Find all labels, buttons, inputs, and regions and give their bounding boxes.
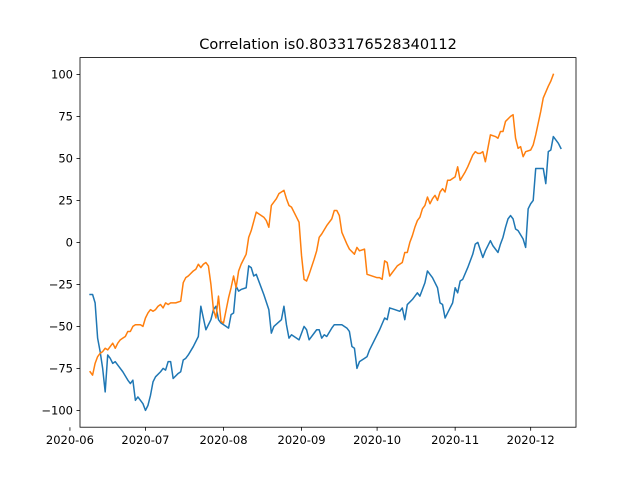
y-tick-label: −25 [49,278,73,292]
x-tick-label: 2020-06 [46,433,94,447]
y-axis: −100 −75 −50 −25 0 25 50 75 100 [41,68,80,418]
y-tick-label: 25 [58,194,73,208]
x-axis: 2020-06 2020-07 2020-08 2020-09 2020-10 2020-… [46,427,555,447]
x-tick-label: 2020-10 [353,433,401,447]
y-tick-label: 75 [58,110,73,124]
chart-title: Correlation is0.8033176528340112 [199,37,457,53]
series-line-1 [89,135,562,412]
x-tick-label: 2020-11 [431,433,479,447]
y-tick-label: −100 [41,404,73,418]
x-tick-label: 2020-09 [278,433,326,447]
y-tick-label: −50 [49,320,73,334]
x-tick-label: 2020-12 [507,433,555,447]
x-tick-label: 2020-08 [199,433,247,447]
x-tick-label: 2020-07 [121,433,169,447]
series-layer [89,73,562,412]
y-tick-label: 50 [58,152,73,166]
y-tick-label: −75 [49,362,73,376]
series-line-2 [89,73,555,376]
y-tick-label: 0 [66,236,73,250]
y-tick-label: 100 [51,68,73,82]
